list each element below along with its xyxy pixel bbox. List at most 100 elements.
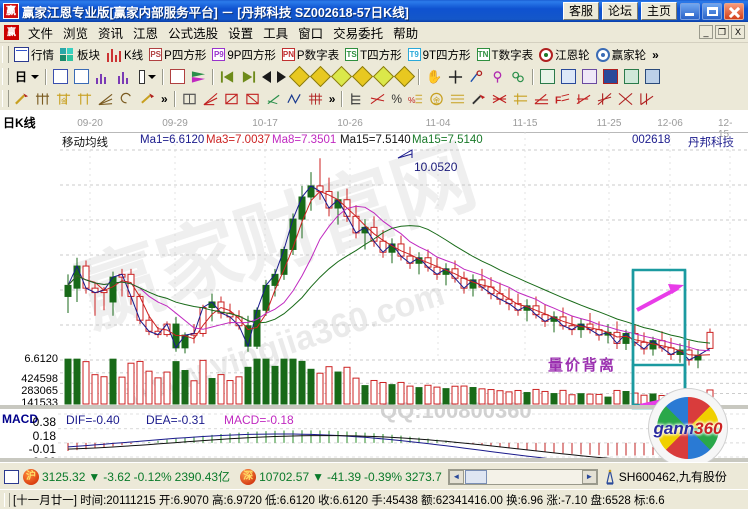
shanghai-index[interactable]: 沪 3125.32 ▼ -3.62 -0.12% 2390.43亿 [23, 468, 230, 485]
gann-box-button[interactable] [221, 91, 242, 107]
calendar-button[interactable] [537, 68, 558, 85]
marker-button[interactable] [466, 69, 487, 85]
angle-b-button[interactable] [573, 91, 594, 107]
angle-d-button[interactable] [615, 91, 636, 107]
overlay-chart-button[interactable] [50, 68, 71, 85]
flower-tool-button[interactable] [487, 69, 508, 85]
print-button[interactable] [642, 68, 663, 85]
angle-e-button[interactable] [636, 91, 657, 107]
gann-box2-button[interactable] [242, 91, 263, 107]
period-selector[interactable]: 日 [11, 67, 42, 86]
menu-item-help[interactable]: 帮助 [393, 26, 419, 41]
zigzag-button[interactable] [284, 91, 305, 107]
angle-a-button[interactable] [531, 91, 552, 107]
table-button[interactable] [558, 68, 579, 85]
toolbar1-overflow-icon[interactable]: » [652, 47, 659, 62]
minimize-icon[interactable] [680, 2, 700, 20]
menu-item-window[interactable]: 窗口 [298, 26, 324, 41]
crosshair-button[interactable] [445, 69, 466, 85]
zhuye-button[interactable]: 主页 [641, 2, 677, 20]
single-bar-button[interactable] [136, 69, 159, 85]
percent-button[interactable]: % [388, 91, 405, 107]
spiral-button[interactable] [116, 91, 137, 107]
mdi-close-icon[interactable]: X [731, 25, 745, 39]
save-button[interactable] [600, 68, 621, 85]
kefu-button[interactable]: 客服 [563, 2, 599, 20]
cross-red-button[interactable] [489, 91, 510, 107]
ladder-button[interactable] [346, 91, 367, 107]
gann-gold-b-button[interactable] [74, 91, 95, 107]
gold-lines-button[interactable] [447, 91, 468, 107]
winner-wheel-button[interactable]: 赢家轮 [593, 46, 650, 64]
sector-button[interactable]: 板块 [57, 46, 103, 64]
toolbar3a-overflow-icon[interactable]: » [161, 91, 168, 106]
luntan-button[interactable]: 论坛 [602, 2, 638, 20]
indicator3-button[interactable] [92, 69, 114, 85]
next-button[interactable] [274, 70, 289, 84]
shenzhen-index[interactable]: 深 10702.57 ▼ -41.39 -0.39% 3273.7 [240, 468, 442, 485]
9t-square-button[interactable]: T9 9T四方形 [407, 48, 471, 62]
close-icon[interactable] [724, 2, 744, 20]
quotes-grid-icon[interactable] [4, 469, 19, 484]
menu-item-tools[interactable]: 工具 [263, 26, 289, 41]
zoom-a-button[interactable] [288, 65, 311, 88]
percent-lines-button[interactable]: % [405, 91, 426, 107]
toolbar3b-overflow-icon[interactable]: » [328, 91, 336, 106]
t-number-table-button[interactable]: TN T数字表 [476, 48, 534, 62]
chart-canvas[interactable] [0, 110, 748, 462]
zoom-c-button[interactable] [330, 65, 353, 88]
last-button[interactable] [238, 69, 259, 85]
gann-gold-a-button[interactable]: 金 [53, 91, 74, 107]
ticker-item[interactable]: SH600462,九有股份 [604, 468, 727, 485]
grid-lines-button[interactable] [32, 91, 53, 107]
zoom-e-button[interactable] [372, 65, 395, 88]
gann-wheel-button[interactable]: 江恩轮 [536, 46, 593, 64]
list-button[interactable] [579, 68, 600, 85]
menu-item-info[interactable]: 资讯 [98, 26, 124, 41]
fan-red-button[interactable] [200, 91, 221, 107]
pan-button[interactable]: ✋ [423, 69, 445, 84]
toolbar3-grip[interactable] [2, 90, 9, 107]
zoom-b-button[interactable] [309, 65, 332, 88]
chart-panel[interactable]: 赢家财富网 www.yingjia360.com QQ:100800360 日K… [0, 110, 748, 462]
prev-button[interactable] [259, 70, 274, 84]
report-button[interactable] [71, 68, 92, 85]
status-scrollbar[interactable]: ◄ ► [447, 468, 598, 485]
menu-item-trade-entrust[interactable]: 交易委托 [333, 26, 384, 41]
menu-item-file[interactable]: 文件 [28, 26, 54, 41]
quotes-button[interactable]: 行情 [11, 46, 57, 64]
kline-button[interactable]: K线 [103, 46, 146, 64]
trendline-button[interactable] [263, 91, 284, 107]
toolbar-grip[interactable] [2, 46, 9, 63]
rect-frame-button[interactable] [179, 91, 200, 107]
first-button[interactable] [217, 69, 238, 85]
menu-item-browse[interactable]: 浏览 [63, 26, 89, 41]
menu-item-settings[interactable]: 设置 [228, 26, 254, 41]
9p-square-button[interactable]: P9 9P四方形 [212, 48, 276, 62]
scroll-right-icon[interactable]: ► [581, 469, 597, 484]
copy-button[interactable] [621, 68, 642, 85]
pen-red-button[interactable] [468, 91, 489, 107]
angle-c-button[interactable] [594, 91, 615, 107]
gold-grid-button[interactable] [510, 91, 531, 107]
arrow-draw-button[interactable] [137, 91, 158, 107]
fan-lines-button[interactable] [95, 91, 116, 107]
toolbar2-grip[interactable] [2, 68, 9, 85]
grid-red-button[interactable] [305, 91, 326, 107]
mdi-restore-icon[interactable]: ❐ [715, 25, 729, 39]
mdi-minimize-icon[interactable]: _ [699, 25, 713, 39]
cycle-tool-button[interactable] [508, 69, 529, 85]
t-square-button[interactable]: TS T四方形 [345, 48, 402, 62]
scroll-left-icon[interactable]: ◄ [448, 469, 464, 484]
maximize-icon[interactable] [702, 2, 722, 20]
menu-item-formula-stock-pick[interactable]: 公式选股 [168, 26, 219, 41]
menu-item-gann[interactable]: 江恩 [133, 26, 159, 41]
p-number-table-button[interactable]: PN P数字表 [281, 48, 340, 62]
color-fan-button[interactable] [188, 69, 209, 85]
p-square-button[interactable]: PS P四方形 [149, 48, 207, 62]
indicator9-button[interactable] [114, 69, 136, 85]
pct-fan-button[interactable] [367, 91, 388, 107]
gann-tool-button[interactable] [167, 68, 188, 85]
f-lines-button[interactable]: F [552, 91, 573, 107]
zoom-f-button[interactable] [393, 65, 416, 88]
